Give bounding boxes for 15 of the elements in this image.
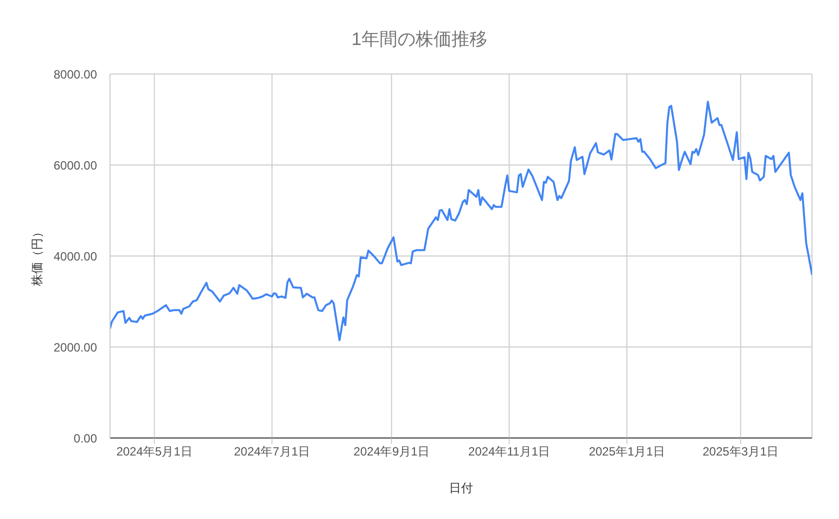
y-tick-label: 4000.00: [54, 249, 98, 264]
x-tick-label: 2025年3月1日: [702, 444, 779, 459]
y-axis-title: 株価（円）: [30, 226, 44, 287]
y-tick-label: 2000.00: [54, 340, 98, 354]
y-tick-label: 6000.00: [54, 158, 98, 172]
x-tick-label: 2024年7月1日: [234, 444, 310, 459]
x-tick-label: 2024年5月1日: [116, 444, 192, 459]
chart-title: 1年間の株価推移: [350, 28, 488, 51]
y-tick-label: 8000.00: [54, 67, 98, 82]
x-tick-label: 2025年1月1日: [588, 444, 665, 459]
x-tick-label: 2024年9月1日: [354, 444, 430, 459]
y-tick-label: 0.00: [74, 431, 98, 446]
x-tick-label: 2024年11月1日: [468, 444, 550, 459]
line-series: [110, 100, 812, 342]
x-axis-title: 日付: [449, 481, 473, 495]
